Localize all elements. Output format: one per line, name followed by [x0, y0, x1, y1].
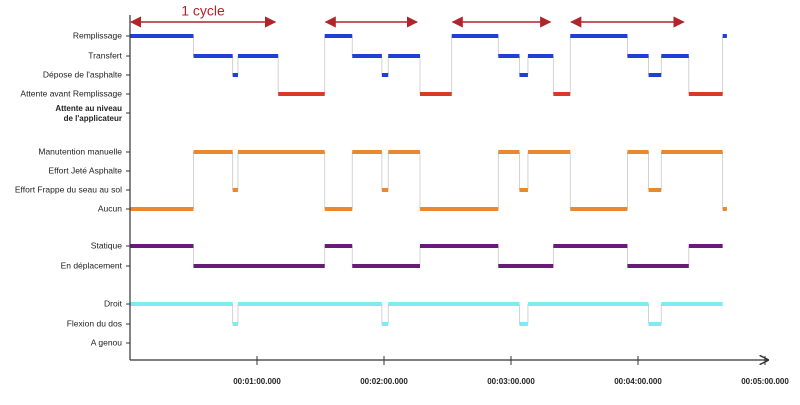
segments [130, 34, 727, 326]
state-segment [527, 302, 649, 306]
row-label: Effort Jeté Asphalte [48, 165, 122, 175]
state-segment [381, 188, 389, 192]
state-segment [553, 244, 628, 248]
state-segment [193, 264, 325, 268]
state-segment [237, 54, 279, 58]
state-segment [627, 264, 689, 268]
state-segment [498, 150, 520, 154]
cycle-label: 1 cycle [181, 3, 225, 19]
row-label: Droit [104, 298, 123, 308]
state-segment [661, 54, 689, 58]
state-segment [498, 264, 554, 268]
x-tick-label: 00:02:00.000 [360, 377, 408, 386]
state-segment [627, 54, 649, 58]
state-segment [193, 150, 233, 154]
state-segment [352, 264, 420, 268]
x-tick-label: 00:04:00.000 [614, 377, 662, 386]
state-segment [722, 34, 727, 38]
labels: Remplissage Transfert Dépose de l'asphalte… [15, 3, 789, 386]
row-label: Effort Frappe du seau au sol [15, 184, 122, 194]
state-segment [527, 54, 554, 58]
state-segment [130, 207, 194, 211]
state-segment [232, 322, 238, 326]
state-segment [570, 34, 628, 38]
state-segment [130, 244, 194, 248]
row-label: Aucun [98, 203, 122, 213]
state-segment [661, 150, 723, 154]
state-segment [553, 92, 571, 96]
state-segment [688, 244, 723, 248]
state-segment [519, 322, 528, 326]
state-segment [648, 188, 662, 192]
state-segment [388, 54, 420, 58]
state-segment [648, 322, 662, 326]
x-tick-label: 00:03:00.000 [487, 377, 535, 386]
state-segment [237, 150, 325, 154]
state-segment [527, 150, 571, 154]
row-label: Attente au niveau de l'applicateur [55, 104, 122, 123]
state-segment [324, 244, 353, 248]
row-label: Transfert [88, 50, 122, 60]
x-tick-label: 00:01:00.000 [233, 377, 281, 386]
connectors [193, 36, 724, 324]
state-segment [193, 54, 233, 58]
state-segment [451, 34, 499, 38]
state-segment [419, 92, 452, 96]
state-segment [324, 207, 353, 211]
state-segment [381, 322, 389, 326]
row-label: Attente avant Remplissage [20, 88, 122, 98]
state-segment [388, 302, 520, 306]
row-label: Statique [91, 240, 122, 250]
state-segment [419, 244, 499, 248]
row-label-line: de l'applicateur [64, 114, 122, 123]
state-segment [352, 150, 382, 154]
state-segment [237, 302, 382, 306]
state-segment [130, 302, 233, 306]
row-label: A genou [91, 337, 122, 347]
row-label: Dépose de l'asphalte [43, 69, 122, 79]
state-segment [648, 73, 662, 77]
state-segment [519, 188, 528, 192]
row-label: Flexion du dos [67, 318, 122, 328]
row-label: En déplacement [61, 260, 123, 270]
state-segment [722, 207, 727, 211]
x-tick-label: 00:05:00.000 [741, 377, 789, 386]
state-segment [688, 92, 723, 96]
row-label: Remplissage [73, 30, 122, 40]
state-segment [381, 73, 389, 77]
state-segment [627, 150, 649, 154]
state-segment [419, 207, 499, 211]
state-segment [324, 34, 353, 38]
state-segment [519, 73, 528, 77]
state-segment [388, 150, 420, 154]
state-segment [278, 92, 325, 96]
state-segment [570, 207, 628, 211]
state-segment [352, 54, 382, 58]
state-segment [661, 302, 723, 306]
row-label: Manutention manuelle [38, 146, 122, 156]
state-segment [232, 188, 238, 192]
state-segment [232, 73, 238, 77]
row-label-line: Attente au niveau [55, 104, 122, 113]
state-segment [130, 34, 194, 38]
state-segment [498, 54, 520, 58]
